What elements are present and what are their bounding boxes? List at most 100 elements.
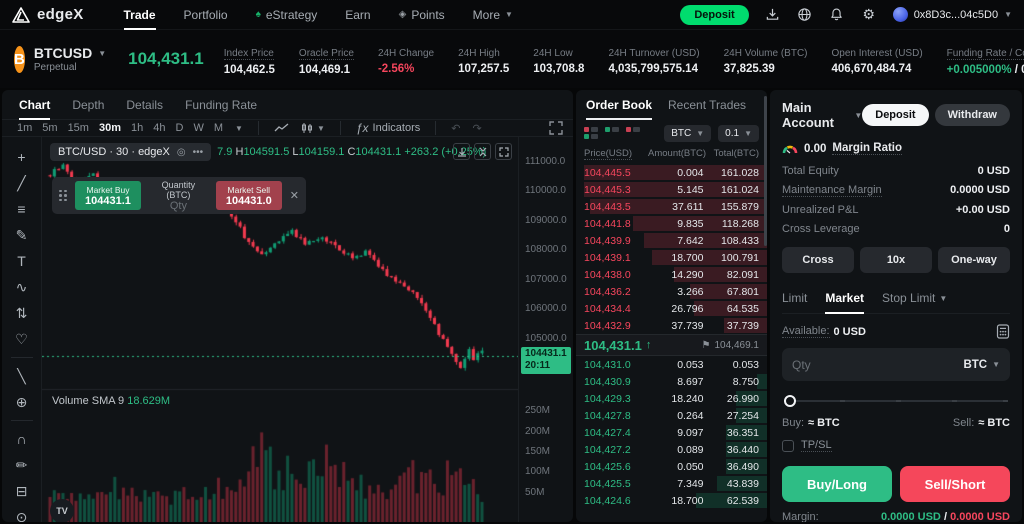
mid-price-row[interactable]: 104,431.1 ↑ ⚑ 104,469.1 (576, 334, 767, 356)
quantity-input-box[interactable]: BTC ▼ (782, 348, 1010, 381)
crosshair-icon[interactable]: + (17, 149, 26, 165)
eye-icon[interactable]: ◎ (176, 146, 186, 158)
order-tab-stop-limit[interactable]: Stop Limit ▼ (882, 291, 948, 305)
market-sell-button[interactable]: Market Sell 104431.0 (215, 181, 282, 210)
timeframe-1m[interactable]: 1m (17, 122, 33, 134)
tab-chart[interactable]: Chart (8, 90, 61, 120)
bid-row[interactable]: 104,431.0 0.053 0.053 (576, 356, 767, 373)
drag-handle[interactable] (59, 189, 67, 202)
nav-item-portfolio[interactable]: Portfolio (170, 0, 242, 30)
deposit-button[interactable]: Deposit (862, 104, 929, 126)
ask-row[interactable]: 104,445.3 5.145 161.024 (576, 181, 767, 198)
candle-style-icon[interactable]: ▼ (296, 122, 330, 134)
account-selector[interactable]: Main Account ▼ (782, 100, 862, 130)
ask-row[interactable]: 104,445.5 0.004 161.028 (576, 164, 767, 181)
more-options-icon[interactable]: ••• (192, 146, 204, 158)
timeframe-D[interactable]: D (175, 122, 184, 134)
tradingview-logo[interactable]: TV (50, 499, 74, 522)
timeframe-more-icon[interactable]: ▼ (235, 123, 243, 133)
ask-row[interactable]: 104,438.0 14.290 82.091 (576, 266, 767, 283)
timeframe-15m[interactable]: 15m (67, 122, 89, 134)
quantity-input[interactable] (792, 357, 892, 372)
market-buy-button[interactable]: Market Buy 104431.1 (75, 181, 141, 210)
ask-row[interactable]: 104,436.2 3.266 67.801 (576, 283, 767, 300)
nav-item-more[interactable]: More ▼ (459, 0, 527, 30)
slider-handle[interactable] (784, 395, 796, 407)
emoji-icon[interactable]: ♡ (15, 330, 28, 347)
tab-recent-trades[interactable]: Recent Trades (668, 98, 747, 112)
nav-item-estrategy[interactable]: ♠ eStrategy (242, 0, 332, 30)
ask-row[interactable]: 104,439.9 7.642 108.433 (576, 232, 767, 249)
wallet-menu[interactable]: 0x8D3c...04c5D0 ▼ (892, 7, 1012, 22)
order-tab-limit[interactable]: Limit (782, 291, 808, 305)
redo-icon[interactable]: ↷ (472, 122, 482, 135)
bid-row[interactable]: 104,424.6 18.700 62.539 (576, 492, 767, 509)
undo-icon[interactable]: ↶ (451, 122, 461, 135)
export-icon[interactable] (453, 143, 470, 160)
text-icon[interactable]: T (17, 253, 26, 269)
book-view-asks-icon[interactable] (626, 126, 640, 140)
ruler-icon[interactable]: ╲ (17, 367, 26, 384)
tab-order-book[interactable]: Order Book (586, 90, 653, 120)
bid-row[interactable]: 104,425.5 7.349 43.839 (576, 475, 767, 492)
scrollbar[interactable] (764, 96, 767, 246)
draw-lock-icon[interactable]: ✏ (15, 456, 28, 473)
download-icon[interactable] (765, 7, 781, 23)
book-view-bids-icon[interactable] (605, 126, 619, 140)
quantity-slider[interactable] (784, 395, 1008, 407)
fib-retracement-icon[interactable]: ≡ (17, 201, 26, 217)
long-position-icon[interactable]: ⇅ (15, 304, 28, 321)
gear-icon[interactable]: ⚙ (862, 6, 875, 22)
chart-symbol-pill[interactable]: BTC/USD · 30 · edgeX ◎ ••• (50, 143, 212, 161)
mode-button-one-way[interactable]: One-way (938, 247, 1010, 273)
timeframe-W[interactable]: W (193, 122, 204, 134)
order-tab-market[interactable]: Market (825, 285, 864, 314)
line-chart-icon[interactable] (269, 123, 294, 133)
timeframe-30m[interactable]: 30m (98, 122, 121, 134)
book-precision-select[interactable]: 0.1 ▼ (718, 124, 759, 142)
hide-all-icon[interactable]: ⊙ (15, 508, 28, 523)
lock-icon[interactable]: ⊟ (15, 482, 28, 499)
trend-line-icon[interactable]: ╱ (17, 174, 26, 191)
widget-qty-field[interactable]: Quantity (BTC) Qty (149, 180, 208, 212)
bid-row[interactable]: 104,429.3 18.240 26.990 (576, 390, 767, 407)
withdraw-button[interactable]: Withdraw (934, 104, 1010, 126)
sell-short-button[interactable]: Sell/Short (900, 466, 1010, 502)
nav-item-points[interactable]: ◈ Points (385, 0, 459, 30)
mode-button-10x[interactable]: 10x (860, 247, 932, 273)
nav-item-earn[interactable]: Earn (331, 0, 384, 30)
calculator-icon[interactable] (996, 324, 1010, 339)
buy-long-button[interactable]: Buy/Long (782, 466, 892, 502)
ask-row[interactable]: 104,432.9 37.739 37.739 (576, 317, 767, 334)
ask-row[interactable]: 104,441.8 9.835 118.268 (576, 215, 767, 232)
bid-row[interactable]: 104,427.2 0.089 36.440 (576, 441, 767, 458)
timeframe-5m[interactable]: 5m (42, 122, 58, 134)
ask-row[interactable]: 104,439.1 18.700 100.791 (576, 249, 767, 266)
close-icon[interactable]: ✕ (289, 190, 299, 202)
quantity-unit-select[interactable]: BTC ▼ (963, 358, 1000, 371)
bid-row[interactable]: 104,430.9 8.697 8.750 (576, 373, 767, 390)
reset-view-icon[interactable] (495, 143, 512, 160)
nav-deposit-button[interactable]: Deposit (680, 4, 749, 25)
symbol-selector[interactable]: BTCUSD ▼ (34, 45, 106, 61)
ask-row[interactable]: 104,434.4 26.796 64.535 (576, 300, 767, 317)
magnet-icon[interactable]: ∩ (16, 431, 27, 447)
chart-canvas-area[interactable]: BTC/USD · 30 · edgeX ◎ ••• 7.9 H104591.5… (42, 137, 518, 522)
ask-row[interactable]: 104,443.5 37.611 155.879 (576, 198, 767, 215)
price-axis[interactable]: 111000.0 110000.0 109000.0 108000.0 107000.0… (518, 137, 573, 522)
timeframe-M[interactable]: M (213, 122, 224, 134)
fullscreen-icon[interactable] (549, 121, 563, 135)
bid-row[interactable]: 104,427.4 9.097 36.351 (576, 424, 767, 441)
book-view-split-icon[interactable] (584, 126, 598, 140)
bid-row[interactable]: 104,425.6 0.050 36.490 (576, 458, 767, 475)
bid-row[interactable]: 104,427.8 0.264 27.254 (576, 407, 767, 424)
tab-details[interactable]: Details (126, 97, 164, 112)
bell-icon[interactable] (829, 7, 845, 23)
mode-button-cross[interactable]: Cross (782, 247, 854, 273)
brush-icon[interactable]: ✎ (15, 226, 28, 243)
xabcd-pattern-icon[interactable]: ∿ (15, 278, 28, 295)
indicators-button[interactable]: ƒx Indicators (351, 121, 425, 135)
edgex-logo[interactable]: edgeX (12, 6, 84, 23)
collapse-icon[interactable] (474, 143, 491, 160)
globe-icon[interactable] (797, 7, 813, 23)
